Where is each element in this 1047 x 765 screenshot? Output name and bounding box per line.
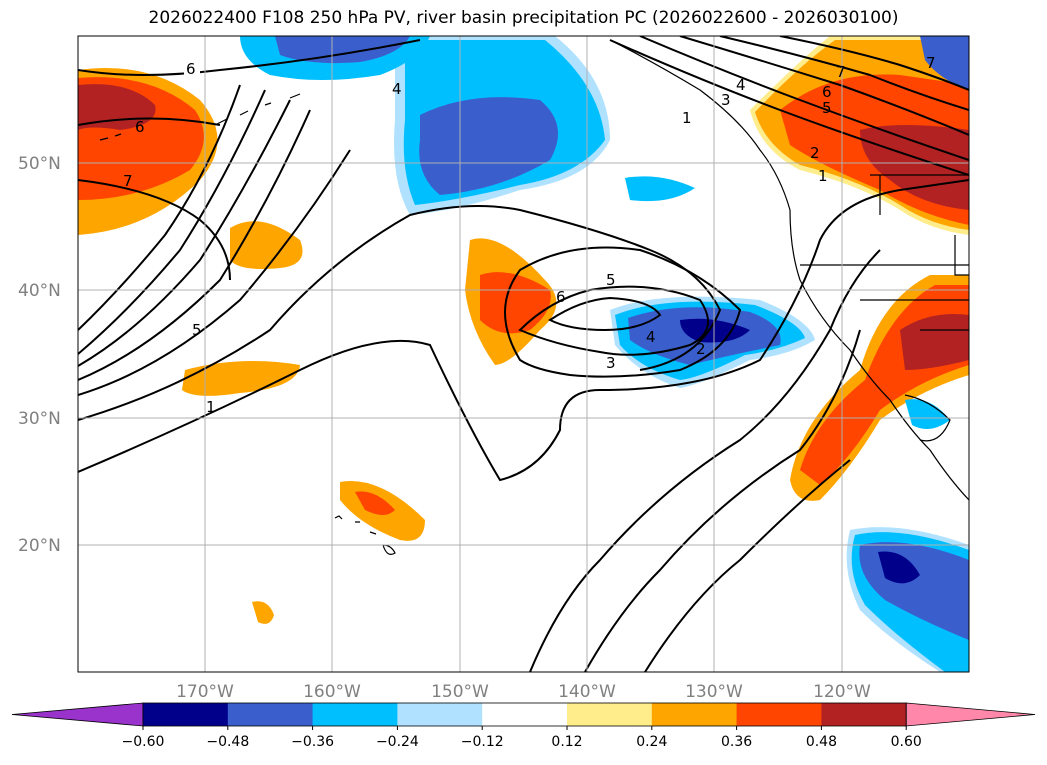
lon-label: 160°W — [303, 682, 361, 702]
colorbar-ticks: −0.60 −0.48 −0.36 −0.24 −0.12 0.12 0.24 0.36 0.4… — [122, 726, 922, 750]
colorbar-tick-label: 0.60 — [891, 734, 922, 750]
colorbar-tick-label: 0.12 — [551, 734, 582, 750]
colorbar-border — [142, 702, 907, 727]
contour-label: 4 — [392, 80, 402, 98]
pv-contours — [78, 36, 969, 672]
contour-label: 4 — [736, 76, 746, 94]
anomaly-positive-b — [182, 361, 300, 396]
contour-label: 2 — [810, 144, 820, 162]
contour-label: 1 — [818, 167, 828, 185]
colorbar-segment — [397, 703, 483, 726]
latitude-labels: 20°N 30°N 40°N 50°N — [18, 154, 61, 556]
colorbar-tick-label: −0.48 — [206, 734, 249, 750]
contour-label: 5 — [822, 99, 832, 117]
contour-label: 1 — [206, 398, 216, 416]
graticule — [78, 36, 969, 672]
lat-label: 30°N — [18, 409, 61, 429]
lon-label: 170°W — [176, 682, 234, 702]
colorbar-tick-label: 0.24 — [636, 734, 667, 750]
contour-label: 5 — [192, 321, 202, 339]
contour-label: 7 — [123, 172, 133, 190]
contour-label: 6 — [135, 118, 145, 136]
lat-label: 40°N — [18, 281, 61, 301]
map-frame — [77, 35, 970, 673]
lon-label: 120°W — [813, 682, 871, 702]
colorbar-segment — [821, 703, 907, 726]
contour-label: 7 — [926, 54, 936, 72]
contour-label: 6 — [186, 60, 196, 78]
colorbar-tick-label: −0.12 — [461, 734, 504, 750]
contour-label: 1 — [682, 109, 692, 127]
contour-label: 4 — [646, 328, 656, 346]
lat-label: 50°N — [18, 154, 61, 174]
colorbar-tick-label: −0.36 — [291, 734, 334, 750]
colorbar-segment — [651, 703, 738, 726]
colorbar-segment — [736, 703, 822, 726]
colorbar-segment — [482, 703, 568, 726]
coastlines — [99, 39, 969, 555]
colorbar-segment — [567, 703, 653, 726]
colorbar-segment — [312, 703, 398, 726]
lon-label: 150°W — [431, 682, 489, 702]
contour-labels: 6 4 6 7 5 1 5 6 4 2 3 4 3 1 2 1 5 6 7 7 — [123, 54, 936, 416]
contour-label: 6 — [822, 83, 832, 101]
map-title: 2026022400 F108 250 hPa PV, river basin … — [148, 8, 899, 28]
north-america-coast — [609, 39, 969, 501]
contour-label: 3 — [721, 91, 731, 109]
colorbar-segment — [143, 703, 229, 726]
contour-label: 3 — [606, 354, 616, 372]
contour-label: 2 — [696, 340, 706, 358]
map-area: 6 4 6 7 5 1 5 6 4 2 3 4 3 1 2 1 5 6 7 7 — [78, 36, 969, 672]
colorbar — [11, 702, 1036, 727]
contour-label: 6 — [556, 288, 566, 306]
lon-label: 140°W — [558, 682, 616, 702]
colorbar-tick-label: −0.24 — [376, 734, 419, 750]
longitude-labels: 170°W 160°W 150°W 140°W 130°W 120°W — [176, 682, 871, 702]
lat-label: 20°N — [18, 536, 61, 556]
colorbar-extend-high — [905, 702, 1036, 727]
colorbar-segment — [227, 703, 314, 726]
lon-label: 130°W — [685, 682, 743, 702]
contour-label: 7 — [836, 63, 846, 81]
colorbar-tick-label: −0.60 — [122, 734, 165, 750]
anomaly-positive-d — [252, 601, 274, 624]
aleutians — [99, 93, 301, 141]
hawaii-islands — [334, 515, 396, 555]
colorbar-tick-label: 0.36 — [721, 734, 752, 750]
contour-label: 5 — [606, 271, 616, 289]
colorbar-tick-label: 0.48 — [806, 734, 837, 750]
colorbar-extend-low — [11, 702, 144, 727]
